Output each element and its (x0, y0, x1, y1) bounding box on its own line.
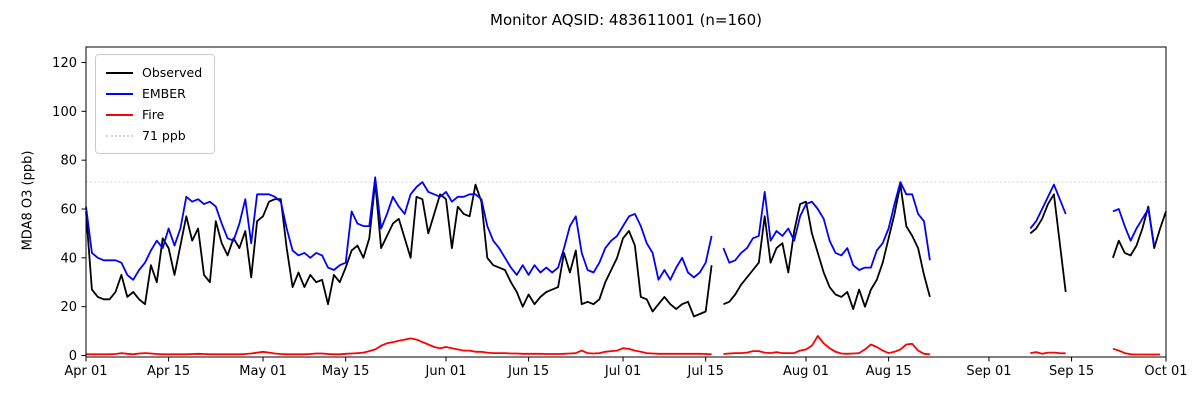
y-tick-label: 60 (60, 202, 77, 217)
y-tick-label: 20 (60, 300, 77, 315)
legend-item-threshold: 71 ppb (106, 125, 202, 146)
y-axis-label: MDA8 O3 (ppb) (20, 150, 36, 251)
x-tick-label: Apr 15 (147, 364, 190, 379)
legend-item-observed: Observed (106, 62, 202, 83)
y-tick-label: 40 (60, 251, 77, 266)
ember-line-segment (722, 181, 931, 271)
x-tick-label: May 15 (322, 364, 370, 379)
x-tick-label: Jun 01 (425, 364, 467, 379)
y-tick-label: 0 (69, 349, 77, 364)
y-tick-label: 100 (52, 105, 77, 120)
x-tick-label: May 01 (239, 364, 287, 379)
legend-label: Observed (142, 65, 203, 80)
fire-line-swatch (106, 113, 133, 116)
x-tick-label: Aug 01 (783, 364, 829, 379)
legend-label: Fire (142, 107, 165, 122)
plot-frame (85, 46, 1167, 358)
x-tick-label: Jun 15 (507, 364, 549, 379)
fire-line-segment (86, 337, 712, 356)
x-tick-label: Sep 15 (1049, 364, 1094, 379)
ember-line-segment (85, 176, 713, 281)
x-tick-label: Oct 01 (1144, 364, 1187, 379)
legend-item-fire: Fire (106, 104, 202, 125)
observed-line-segment (723, 183, 931, 311)
threshold-line-swatch (106, 134, 133, 137)
x-tick-label: Aug 15 (866, 364, 912, 379)
x-tick-label: Jul 15 (686, 364, 723, 379)
ember-line-swatch (106, 92, 133, 95)
fire-line-segment (1030, 351, 1066, 355)
observed-line-segment (1112, 205, 1167, 259)
ember-line-segment (1112, 208, 1156, 246)
fire-line-segment (723, 335, 930, 356)
legend-label: 71 ppb (142, 128, 186, 143)
x-tick-label: Apr 01 (64, 364, 107, 379)
legend-box: Observed EMBER Fire 71 ppb (95, 54, 216, 154)
page-title: Monitor AQSID: 483611001 (n=160) (490, 11, 762, 29)
ember-line-segment (1029, 183, 1067, 230)
fire-line-segment (1112, 347, 1161, 356)
y-tick-label: 80 (60, 154, 77, 169)
legend-label: EMBER (142, 86, 186, 101)
x-tick-label: Sep 01 (966, 364, 1011, 379)
observed-line-swatch (106, 71, 133, 74)
legend-item-ember: EMBER (106, 83, 202, 104)
x-tick-label: Jul 01 (604, 364, 641, 379)
observed-line-segment (85, 181, 713, 318)
observed-line-segment (1029, 193, 1067, 293)
y-tick-label: 120 (52, 56, 77, 71)
